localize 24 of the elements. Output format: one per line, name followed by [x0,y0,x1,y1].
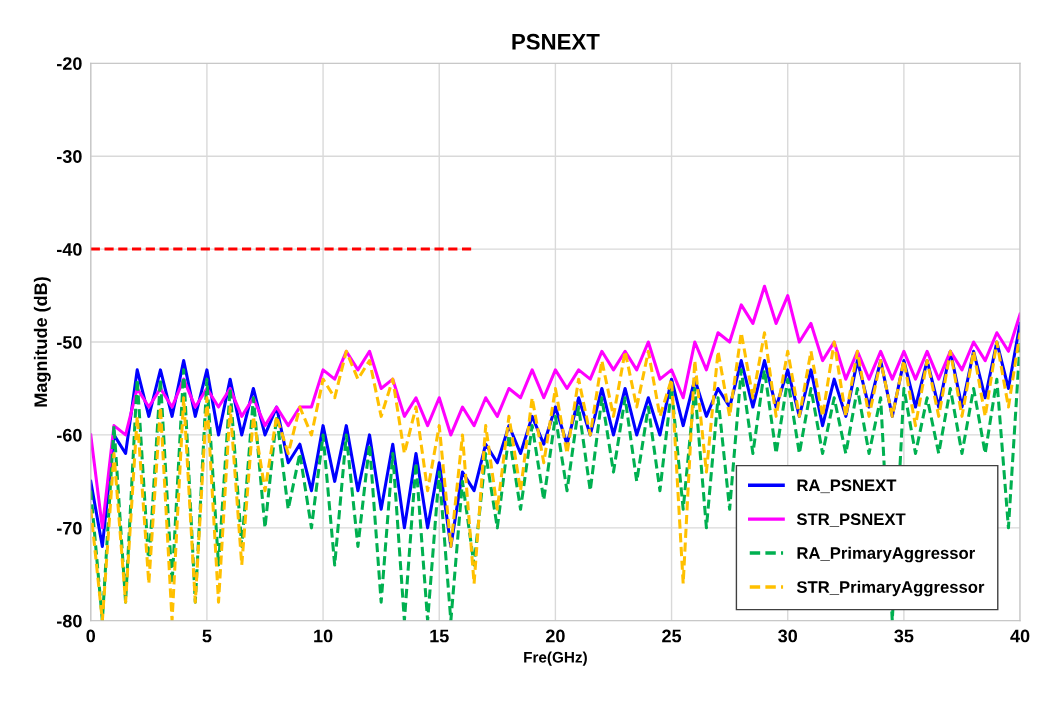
chart-title: PSNEXT [512,33,600,50]
x-tick-label: 35 [894,629,914,643]
legend-label: STR_PSNEXT [796,513,906,527]
y-tick-label: -40 [57,243,82,256]
legend-label: STR_PrimaryAggressor [796,580,985,597]
y-tick-label: -60 [57,428,82,442]
line-series [90,284,1021,530]
y-tick-label: -20 [57,57,82,70]
x-tick-label: 5 [202,629,212,643]
x-axis-title: Fre(GHz) [524,651,587,666]
y-axis-title: Magnitude (dB) [33,277,51,407]
legend-label: RA_PrimaryAggressor [797,546,975,563]
x-tick-label: 30 [778,629,798,643]
y-tick-label: -70 [57,521,82,535]
x-tick-label: 15 [430,629,449,643]
x-tick-label: 25 [662,629,682,643]
x-tick-label: 0 [86,629,96,643]
y-tick-label: -80 [57,614,82,628]
x-tick-label: 20 [545,629,565,643]
x-tick-label: 40 [1010,629,1030,643]
x-tick-label: 10 [314,629,333,643]
legend-label: RA_PSNEXT [797,479,897,494]
y-tick-label: -50 [57,335,82,349]
y-tick-label: -30 [57,150,82,163]
